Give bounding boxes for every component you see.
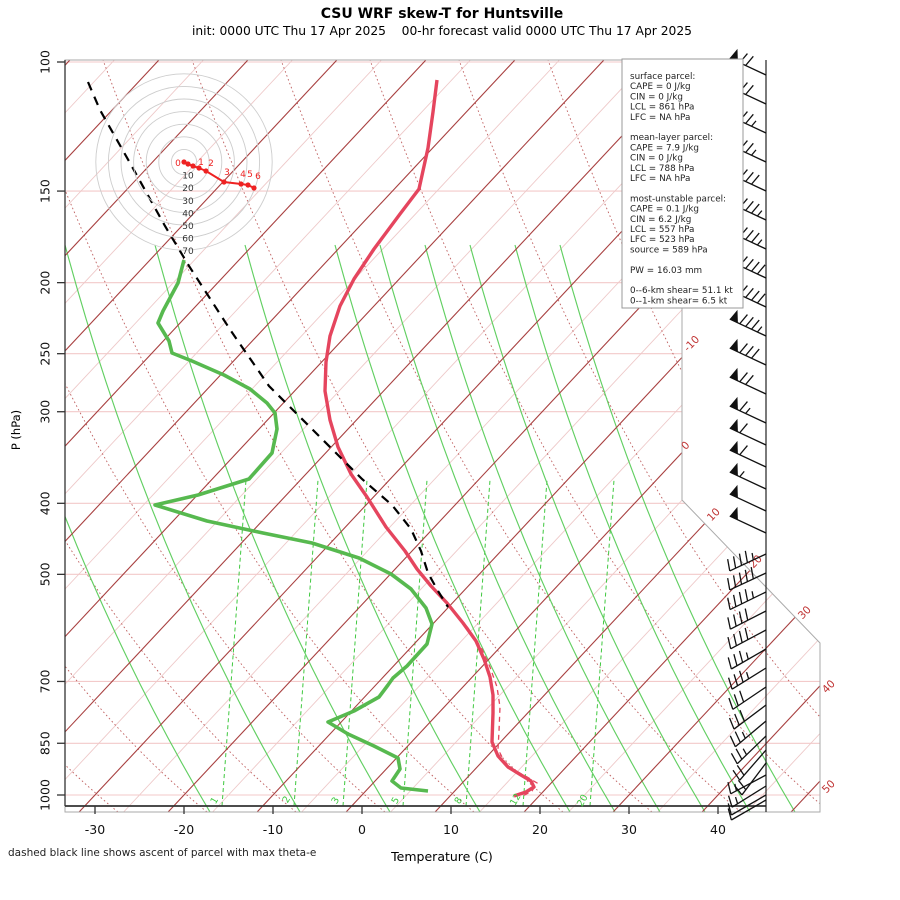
virtual-temp-trace [448, 604, 538, 798]
svg-text:40: 40 [820, 678, 838, 696]
svg-text:CAPE = 0 J/kg: CAPE = 0 J/kg [630, 82, 691, 92]
chart-title: CSU WRF skew-T for Huntsville [320, 6, 564, 22]
svg-text:CIN = 6.2 J/kg: CIN = 6.2 J/kg [630, 215, 691, 225]
svg-text:-10: -10 [263, 822, 283, 837]
x-axis-label: Temperature (C) [391, 849, 493, 864]
svg-text:12: 12 [508, 792, 524, 808]
hodograph: 10 20 30 40 50 60 70 0 1 23 4 5 6 [95, 73, 273, 257]
svg-text:6: 6 [255, 172, 261, 182]
svg-text:-30: -30 [85, 822, 105, 837]
svg-text:0: 0 [175, 159, 181, 169]
svg-text:10: 10 [182, 172, 194, 182]
svg-text:700: 700 [38, 669, 53, 693]
svg-text:-20: -20 [174, 822, 194, 837]
temperature-trace [323, 79, 536, 798]
svg-text:0: 0 [358, 822, 366, 837]
svg-text:100: 100 [38, 50, 53, 74]
svg-text:60: 60 [182, 235, 194, 245]
svg-text:10: 10 [443, 822, 459, 837]
svg-text:70: 70 [182, 247, 194, 257]
svg-text:CAPE = 0.1 J/kg: CAPE = 0.1 J/kg [630, 205, 699, 215]
svg-text:150: 150 [38, 179, 53, 203]
sounding-traces [86, 79, 538, 798]
parcel-footnote: dashed black line shows ascent of parcel… [8, 847, 317, 859]
svg-text:LCL = 788 hPa: LCL = 788 hPa [630, 164, 694, 174]
svg-text:300: 300 [38, 400, 53, 424]
svg-text:CAPE = 7.9 J/kg: CAPE = 7.9 J/kg [630, 143, 699, 153]
svg-text:2: 2 [281, 794, 294, 805]
svg-text:LFC = NA hPa: LFC = NA hPa [630, 174, 690, 184]
svg-text:10: 10 [705, 506, 723, 524]
chart-subtitle: init: 0000 UTC Thu 17 Apr 2025 00-hr for… [191, 24, 693, 38]
svg-text:5: 5 [247, 170, 253, 180]
svg-text:20: 20 [182, 184, 194, 194]
svg-text:0--1-km shear= 6.5 kt: 0--1-km shear= 6.5 kt [630, 296, 728, 306]
svg-text:PW = 16.03 mm: PW = 16.03 mm [630, 266, 702, 276]
dewpoint-trace [153, 259, 434, 793]
svg-text:4: 4 [240, 170, 246, 180]
svg-text:30: 30 [796, 604, 814, 622]
svg-text:LFC = 523 hPa: LFC = 523 hPa [630, 235, 695, 245]
svg-text:30: 30 [182, 197, 194, 207]
svg-text:40: 40 [182, 209, 194, 219]
svg-text:2: 2 [208, 159, 214, 169]
svg-text:20: 20 [532, 822, 548, 837]
y-axis-label: P (hPa) [9, 409, 23, 451]
svg-text:0--6-km shear= 51.1 kt: 0--6-km shear= 51.1 kt [630, 286, 733, 296]
svg-text:1: 1 [209, 795, 222, 806]
svg-text:8: 8 [453, 795, 466, 806]
svg-text:30: 30 [621, 822, 637, 837]
svg-text:50: 50 [820, 778, 838, 796]
svg-text:5: 5 [390, 795, 403, 806]
parcel-ascent-trace [86, 81, 449, 608]
svg-text:20: 20 [575, 793, 591, 809]
svg-text:LCL = 557 hPa: LCL = 557 hPa [630, 225, 694, 235]
svg-text:0: 0 [679, 439, 692, 452]
svg-text:CIN = 0 J/kg: CIN = 0 J/kg [630, 92, 683, 102]
svg-text:LFC = NA hPa: LFC = NA hPa [630, 113, 690, 123]
mixing-ratio-labels: 1 2 3 5 8 12 20 [209, 792, 591, 809]
svg-text:-10: -10 [682, 334, 703, 355]
svg-text:500: 500 [38, 562, 53, 586]
svg-text:200: 200 [38, 271, 53, 295]
svg-text:mean-layer parcel:: mean-layer parcel: [630, 133, 713, 143]
svg-text:LCL = 861 hPa: LCL = 861 hPa [630, 103, 694, 113]
svg-text:3: 3 [330, 795, 343, 806]
svg-text:3: 3 [224, 168, 230, 178]
svg-text:1: 1 [198, 158, 204, 168]
svg-text:most-unstable parcel:: most-unstable parcel: [630, 194, 726, 204]
svg-text:surface parcel:: surface parcel: [630, 72, 695, 82]
svg-text:250: 250 [38, 342, 53, 366]
svg-text:1000: 1000 [38, 779, 53, 811]
svg-text:40: 40 [710, 822, 726, 837]
svg-text:source = 589 hPa: source = 589 hPa [630, 245, 708, 255]
svg-text:400: 400 [38, 491, 53, 515]
svg-text:CIN = 0 J/kg: CIN = 0 J/kg [630, 154, 683, 164]
svg-text:50: 50 [182, 222, 194, 232]
svg-text:850: 850 [38, 731, 53, 755]
